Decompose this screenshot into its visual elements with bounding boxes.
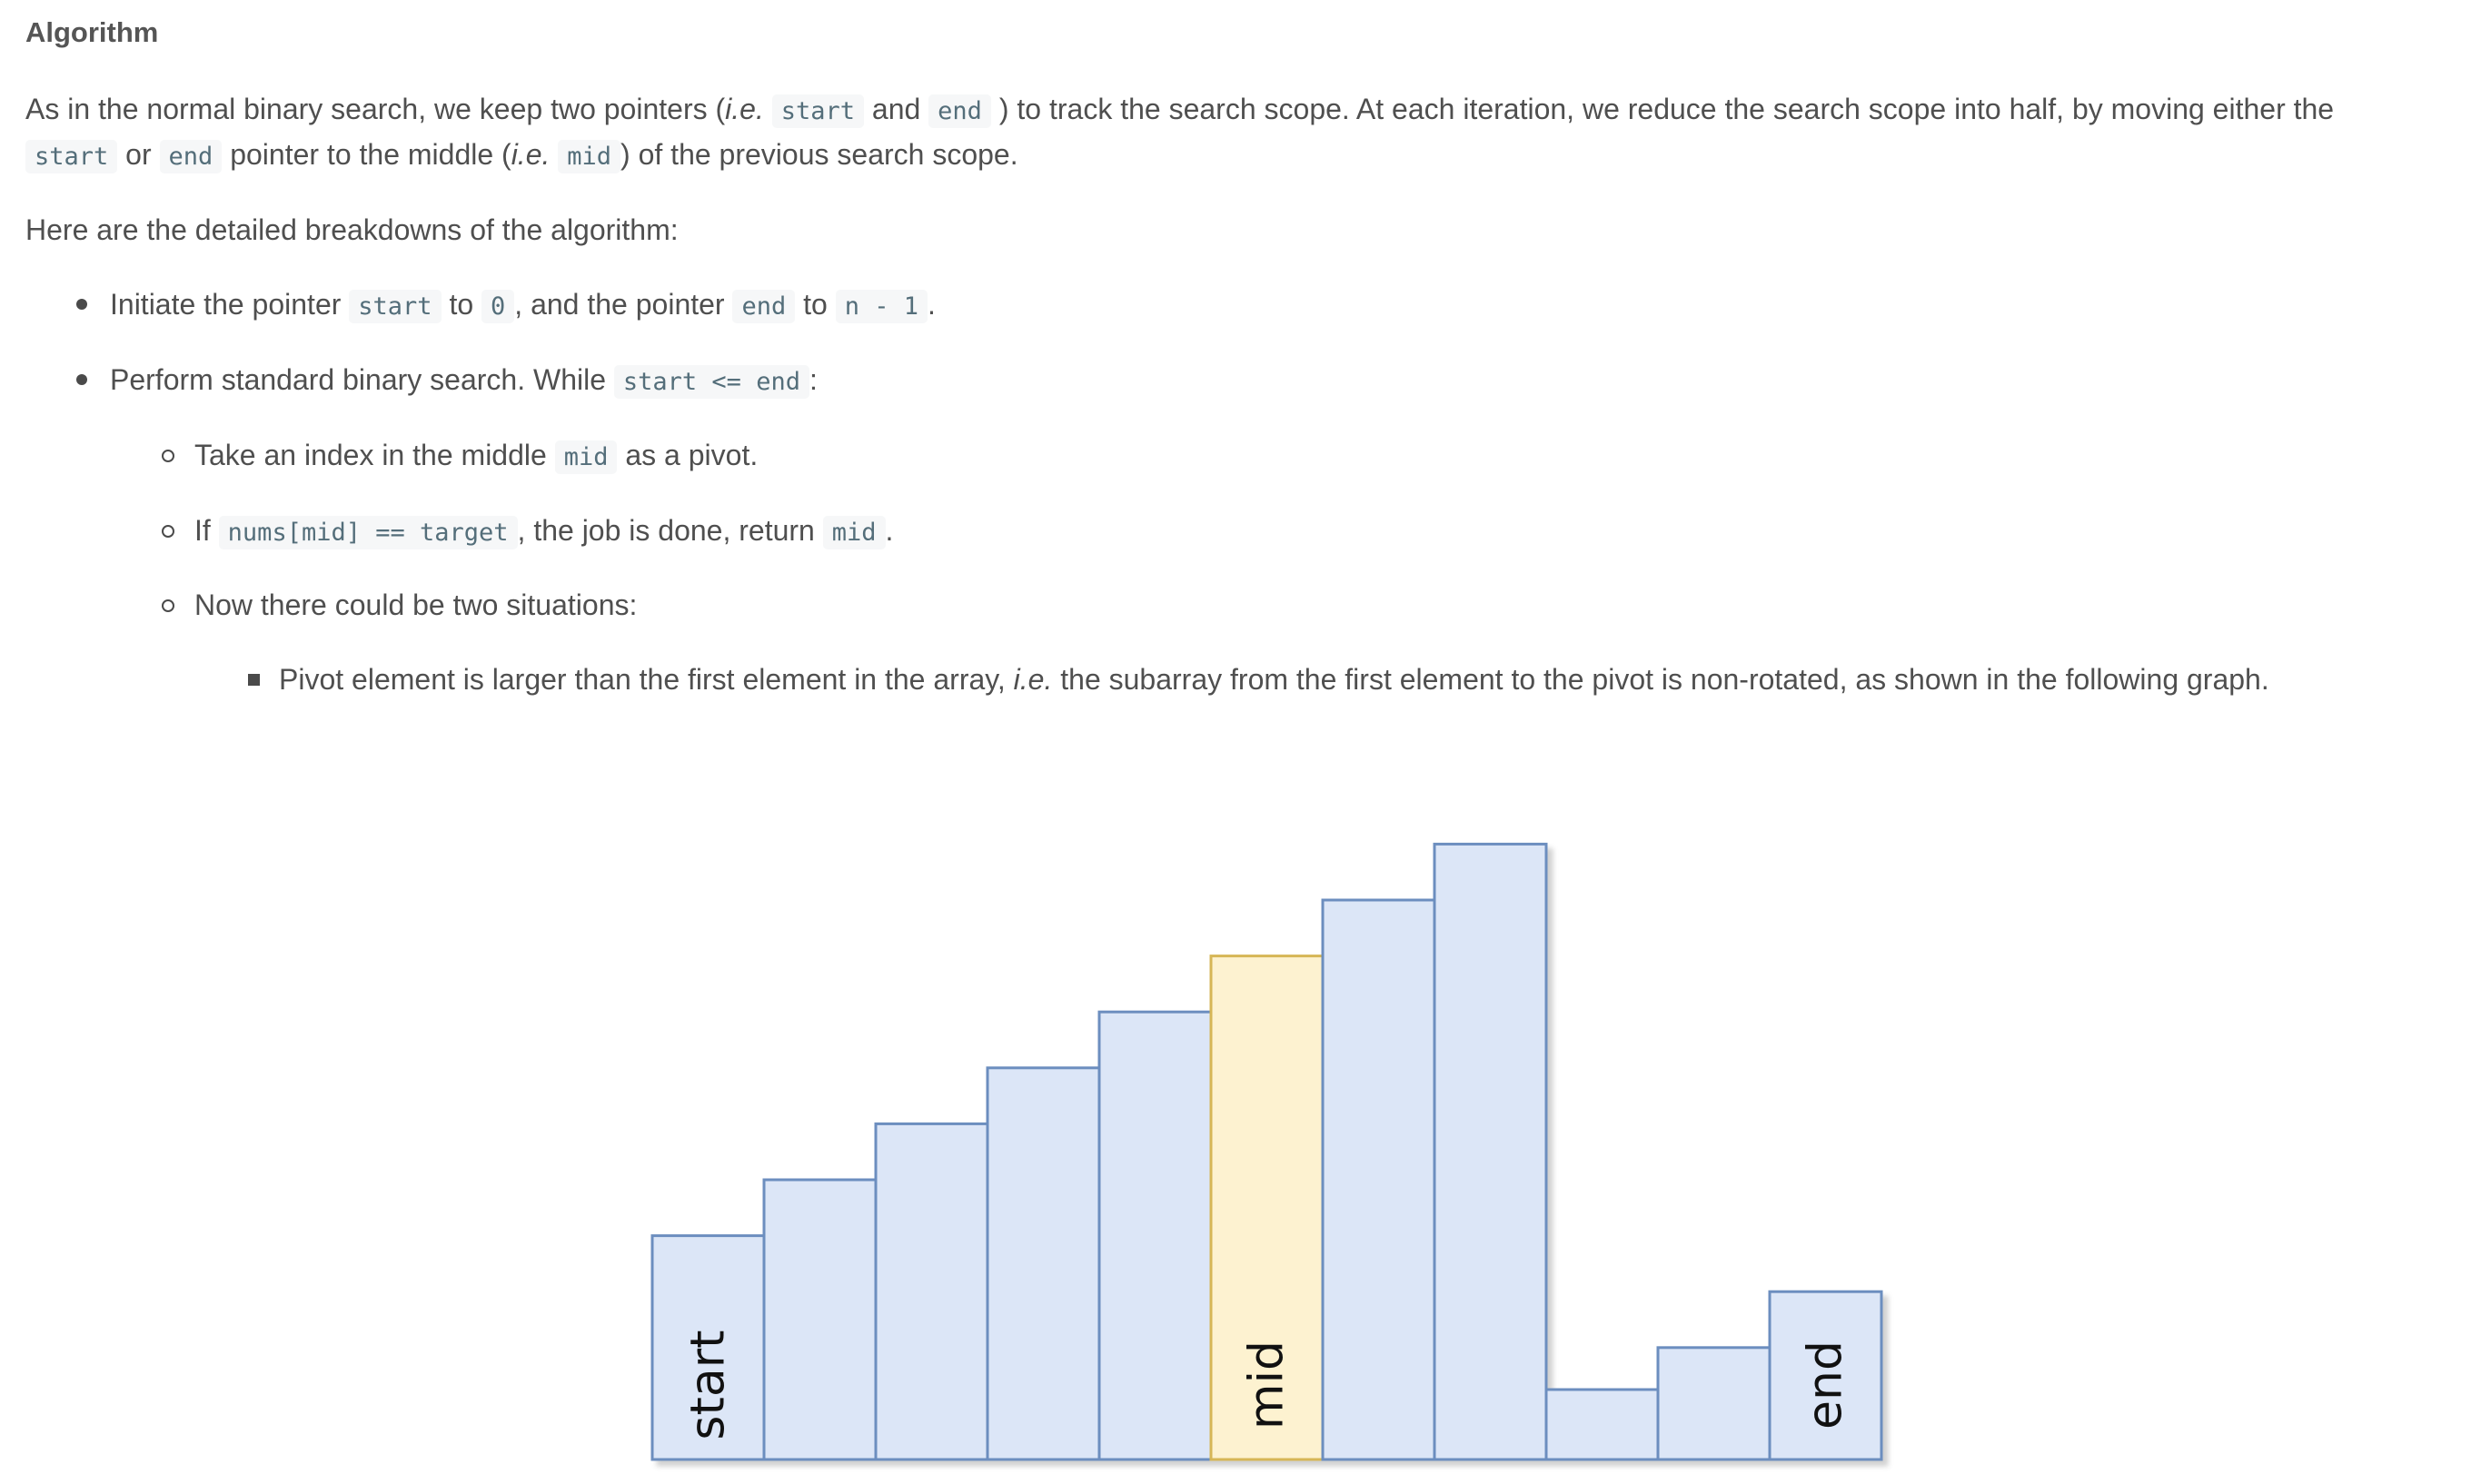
code-start: start	[349, 290, 442, 323]
code-zero: 0	[481, 290, 515, 323]
array-bar	[1433, 842, 1548, 1461]
list-item: Initiate the pointer start to 0, and the…	[110, 282, 936, 330]
list-item: If nums[mid] == target, the job is done,…	[194, 508, 893, 556]
pivot-bar	[1209, 955, 1325, 1461]
intro-text: As in the normal binary search, we keep …	[25, 93, 726, 125]
bullet-disc-icon	[76, 374, 87, 385]
code-condition: start <= end	[613, 365, 809, 399]
intro-text: ) of the previous search scope.	[620, 138, 1018, 171]
intro-text: pointer to the middle (	[230, 138, 511, 171]
bar-label-start: start	[681, 1330, 736, 1439]
intro-paragraph-line-1: As in the normal binary search, we keep …	[25, 86, 2334, 134]
list-item-text: Take an index in the middle	[194, 439, 547, 471]
ie-text: i.e.	[1013, 663, 1053, 696]
ie-text: i.e.	[511, 138, 551, 171]
array-bar	[1656, 1346, 1771, 1461]
list-item-text: Now there could be two situations:	[194, 589, 638, 621]
bullet-circle-icon	[162, 599, 174, 612]
list-item-text: :	[809, 363, 818, 396]
array-bar	[1544, 1388, 1660, 1461]
list-item-text: Perform standard binary search. While	[110, 363, 606, 396]
intro-text: and	[871, 93, 921, 125]
intro-text: ) to track the search scope. At each ite…	[998, 93, 2335, 125]
list-item-text: Initiate the pointer	[110, 288, 342, 321]
list-item: Take an index in the middle mid as a piv…	[194, 432, 758, 480]
bullet-circle-icon	[162, 450, 174, 462]
list-item-text: If	[194, 514, 211, 547]
code-mid: mid	[558, 140, 621, 173]
array-bar	[650, 1234, 766, 1461]
ie-text: i.e.	[725, 93, 764, 125]
breakdown-label: Here are the detailed breakdowns of the …	[25, 213, 679, 246]
code-end: end	[159, 140, 223, 173]
list-item: Now there could be two situations:	[194, 582, 637, 628]
list-item-text: .	[885, 514, 894, 547]
array-bar	[1321, 898, 1436, 1461]
code-end: end	[928, 94, 991, 128]
list-item-text: , the job is done, return	[517, 514, 815, 547]
code-condition: nums[mid] == target	[218, 516, 518, 549]
list-item-text: to	[449, 288, 474, 321]
bar-label-mid: mid	[1240, 1341, 1295, 1430]
code-mid: mid	[822, 516, 886, 549]
list-item-text: .	[928, 288, 936, 321]
section-heading: Algorithm	[25, 16, 159, 48]
array-bar	[1097, 1010, 1213, 1461]
array-bar	[1768, 1290, 1883, 1461]
intro-paragraph-line-2: start or end pointer to the middle (i.e.…	[25, 132, 1018, 180]
list-item-text: the subarray from the first element to t…	[1060, 663, 2269, 696]
code-start: start	[771, 94, 864, 128]
bullet-square-icon	[248, 674, 260, 686]
bars-group	[650, 842, 1883, 1461]
code-end: end	[732, 290, 796, 323]
code-start: start	[25, 140, 118, 173]
list-item-text: Pivot element is larger than the first e…	[279, 663, 1006, 696]
list-item-text: , and the pointer	[514, 288, 725, 321]
labels-group: start mid end	[681, 1330, 1853, 1439]
array-bar	[986, 1066, 1101, 1461]
list-item: Pivot element is larger than the first e…	[279, 657, 2269, 703]
bar-label-end: end	[1799, 1341, 1853, 1430]
code-n-minus-1: n - 1	[835, 290, 928, 323]
array-bar	[762, 1178, 878, 1461]
code-mid: mid	[554, 440, 618, 474]
intro-text: or	[125, 138, 152, 171]
bullet-circle-icon	[162, 525, 174, 538]
array-bar	[874, 1122, 989, 1461]
list-item: Perform standard binary search. While st…	[110, 357, 818, 405]
list-item-text: to	[803, 288, 828, 321]
bullet-disc-icon	[76, 299, 87, 310]
list-item-text: as a pivot.	[625, 439, 759, 471]
